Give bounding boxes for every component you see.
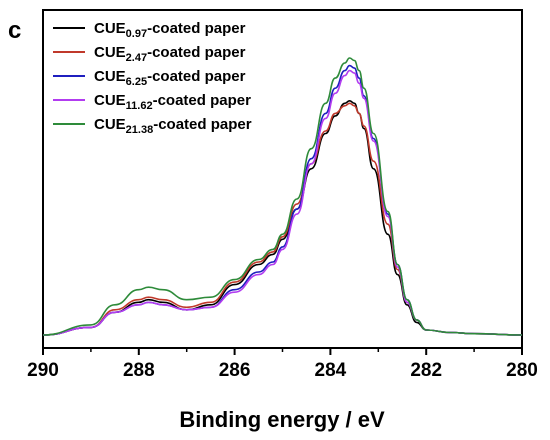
series-line-5 bbox=[42, 57, 523, 336]
x-axis-ticks: 290 288 286 284 282 280 bbox=[27, 348, 538, 381]
legend-label: CUE21.38-coated paper bbox=[94, 116, 252, 136]
legend-label: CUE2.47-coated paper bbox=[94, 44, 246, 64]
x-tick-label: 280 bbox=[506, 360, 538, 381]
x-tick-label: 290 bbox=[27, 360, 59, 381]
legend-label: CUE11.62-coated paper bbox=[94, 92, 251, 112]
series-layer bbox=[42, 57, 523, 336]
legend-label: CUE0.97-coated paper bbox=[94, 20, 246, 40]
series-line-2 bbox=[42, 102, 523, 336]
legend-item-3: CUE6.25-coated paper bbox=[53, 68, 246, 88]
x-tick-label: 282 bbox=[410, 360, 442, 381]
x-tick-label: 284 bbox=[315, 360, 347, 381]
series-line-4 bbox=[42, 69, 523, 336]
legend-label: CUE6.25-coated paper bbox=[94, 68, 246, 88]
legend-item-5: CUE21.38-coated paper bbox=[53, 116, 252, 136]
x-tick-label: 286 bbox=[219, 360, 251, 381]
legend-item-2: CUE2.47-coated paper bbox=[53, 44, 246, 64]
x-axis-label: Binding energy / eV bbox=[179, 407, 385, 432]
legend-item-4: CUE11.62-coated paper bbox=[53, 92, 251, 112]
x-tick-label: 288 bbox=[123, 360, 155, 381]
series-line-1 bbox=[42, 99, 523, 336]
legend-item-1: CUE0.97-coated paper bbox=[53, 20, 246, 40]
legend: CUE0.97-coated paper CUE2.47-coated paper… bbox=[53, 20, 252, 136]
panel-label: c bbox=[8, 17, 21, 44]
